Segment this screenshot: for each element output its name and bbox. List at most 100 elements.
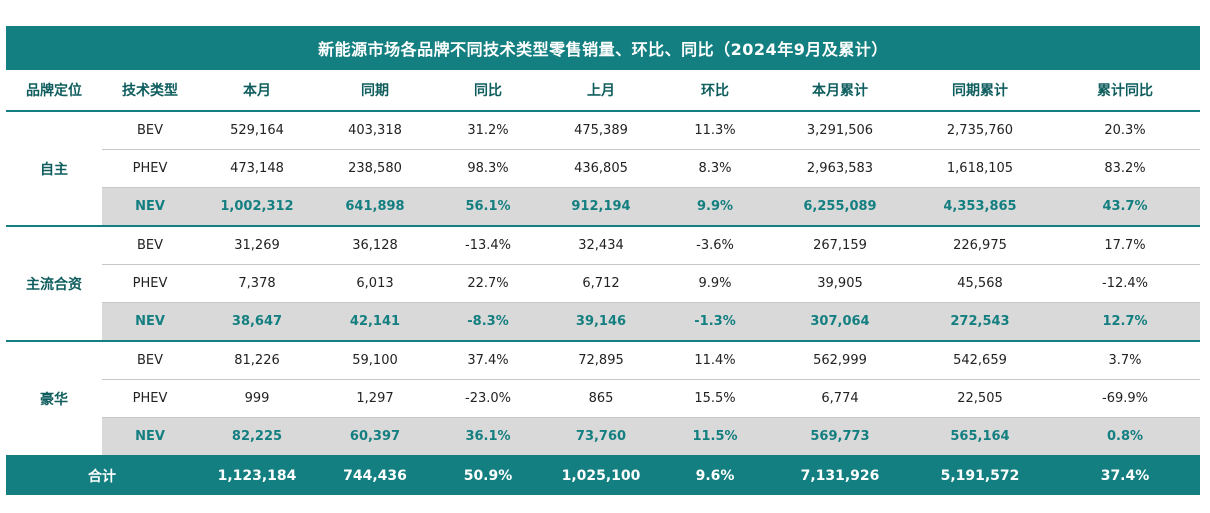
table-cell: 238,580 <box>316 149 434 188</box>
table-cell: 436,805 <box>542 149 660 188</box>
table-cell: 31,269 <box>198 226 316 265</box>
table-cell: -8.3% <box>434 302 542 342</box>
table-cell: 2,963,583 <box>770 149 910 188</box>
table-cell: 565,164 <box>910 417 1050 457</box>
table-row: NEV 38,647 42,141 -8.3% 39,146 -1.3% 307,064 27… <box>6 302 1200 342</box>
sales-table-container: 新能源市场各品牌不同技术类型零售销量、环比、同比（2024年9月及累计） 品牌定… <box>6 26 1200 495</box>
header-same-period: 同期 <box>316 70 434 112</box>
table-cell: 22,505 <box>910 379 1050 418</box>
table-title: 新能源市场各品牌不同技术类型零售销量、环比、同比（2024年9月及累计） <box>6 26 1200 70</box>
header-last-month: 上月 <box>542 70 660 112</box>
table-cell: 43.7% <box>1050 187 1200 227</box>
tech-type-cell: BEV <box>102 341 198 380</box>
table-cell: 9.9% <box>660 264 770 303</box>
table-row: 豪华 BEV 81,226 59,100 37.4% 72,895 11.4% 562,999… <box>6 341 1200 457</box>
table-cell: 36.1% <box>434 417 542 457</box>
header-yoy: 同比 <box>434 70 542 112</box>
tech-type-cell: NEV <box>102 302 198 342</box>
table-cell: 12.7% <box>1050 302 1200 342</box>
header-row: 品牌定位 技术类型 本月 同期 同比 上月 环比 本月累计 同期累计 累计同比 <box>6 70 1200 112</box>
table-cell: 1,025,100 <box>542 456 660 495</box>
table-cell: 1,123,184 <box>198 456 316 495</box>
table-row: PHEV 473,148 238,580 98.3% 436,805 8.3% 2,963,… <box>6 149 1200 188</box>
table-cell: -69.9% <box>1050 379 1200 418</box>
tech-type-cell: PHEV <box>102 264 198 303</box>
table-row: 主流合资 BEV 31,269 36,128 -13.4% 32,434 -3.6% 267,… <box>6 226 1200 342</box>
table-cell: 73,760 <box>542 417 660 457</box>
table-cell: 6,774 <box>770 379 910 418</box>
table-row: NEV 1,002,312 641,898 56.1% 912,194 9.9% 6,255… <box>6 187 1200 227</box>
table-cell: -12.4% <box>1050 264 1200 303</box>
header-mom: 环比 <box>660 70 770 112</box>
table-cell: 744,436 <box>316 456 434 495</box>
header-this-month: 本月 <box>198 70 316 112</box>
total-label: 合计 <box>6 456 198 495</box>
table-cell: 529,164 <box>198 111 316 150</box>
table-cell: 8.3% <box>660 149 770 188</box>
table-cell: 1,618,105 <box>910 149 1050 188</box>
table-cell: 0.8% <box>1050 417 1200 457</box>
table-row: NEV 82,225 60,397 36.1% 73,760 11.5% 569,773 56… <box>6 417 1200 457</box>
table-cell: 912,194 <box>542 187 660 227</box>
table-cell: 39,905 <box>770 264 910 303</box>
table-cell: 272,543 <box>910 302 1050 342</box>
table-cell: 569,773 <box>770 417 910 457</box>
table-cell: 42,141 <box>316 302 434 342</box>
table-cell: 542,659 <box>910 341 1050 380</box>
sales-table: 品牌定位 技术类型 本月 同期 同比 上月 环比 本月累计 同期累计 累计同比 … <box>6 70 1200 495</box>
table-cell: 83.2% <box>1050 149 1200 188</box>
table-cell: 72,895 <box>542 341 660 380</box>
table-cell: 50.9% <box>434 456 542 495</box>
table-cell: 11.4% <box>660 341 770 380</box>
tech-type-cell: BEV <box>102 111 198 150</box>
table-cell: 82,225 <box>198 417 316 457</box>
table-cell: 56.1% <box>434 187 542 227</box>
table-cell: 3.7% <box>1050 341 1200 380</box>
table-cell: 20.3% <box>1050 111 1200 150</box>
table-cell: 37.4% <box>1050 456 1200 495</box>
tech-type-cell: PHEV <box>102 149 198 188</box>
table-cell: 865 <box>542 379 660 418</box>
table-cell: 11.5% <box>660 417 770 457</box>
table-cell: 999 <box>198 379 316 418</box>
table-cell: 11.3% <box>660 111 770 150</box>
table-cell: 267,159 <box>770 226 910 265</box>
table-cell: -3.6% <box>660 226 770 265</box>
table-cell: 37.4% <box>434 341 542 380</box>
table-cell: 6,712 <box>542 264 660 303</box>
table-row: PHEV 999 1,297 -23.0% 865 15.5% 6,774 22,505 -69… <box>6 379 1200 418</box>
header-brand: 品牌定位 <box>6 70 102 112</box>
table-cell: 403,318 <box>316 111 434 150</box>
table-row: 自主 BEV 529,164 403,318 31.2% 475,389 11.3% 3,29… <box>6 111 1200 227</box>
table-cell: 641,898 <box>316 187 434 227</box>
tech-type-cell: NEV <box>102 187 198 227</box>
table-body: 自主 BEV 529,164 403,318 31.2% 475,389 11.3% 3,29… <box>6 111 1200 457</box>
total-row: 合计 1,123,184 744,436 50.9% 1,025,100 9.6… <box>6 456 1200 495</box>
table-cell: 59,100 <box>316 341 434 380</box>
table-cell: -13.4% <box>434 226 542 265</box>
table-cell: 9.9% <box>660 187 770 227</box>
table-cell: 32,434 <box>542 226 660 265</box>
table-cell: 5,191,572 <box>910 456 1050 495</box>
footnote: * NEV= BEV + PHEV <box>8 484 109 494</box>
table-row: PHEV 7,378 6,013 22.7% 6,712 9.9% 39,905 45,568… <box>6 264 1200 303</box>
tech-type-cell: NEV <box>102 417 198 457</box>
table-cell: 473,148 <box>198 149 316 188</box>
table-cell: 226,975 <box>910 226 1050 265</box>
table-cell: 15.5% <box>660 379 770 418</box>
header-ytd-yoy: 累计同比 <box>1050 70 1200 112</box>
table-cell: 39,146 <box>542 302 660 342</box>
header-ytd-last-year: 同期累计 <box>910 70 1050 112</box>
table-cell: 562,999 <box>770 341 910 380</box>
table-cell: 31.2% <box>434 111 542 150</box>
table-cell: 1,002,312 <box>198 187 316 227</box>
brand-cell: 自主 <box>6 111 102 227</box>
table-cell: 4,353,865 <box>910 187 1050 227</box>
table-cell: -23.0% <box>434 379 542 418</box>
tech-type-cell: BEV <box>102 226 198 265</box>
table-cell: 1,297 <box>316 379 434 418</box>
table-cell: -1.3% <box>660 302 770 342</box>
table-cell: 98.3% <box>434 149 542 188</box>
table-cell: 60,397 <box>316 417 434 457</box>
header-ytd: 本月累计 <box>770 70 910 112</box>
